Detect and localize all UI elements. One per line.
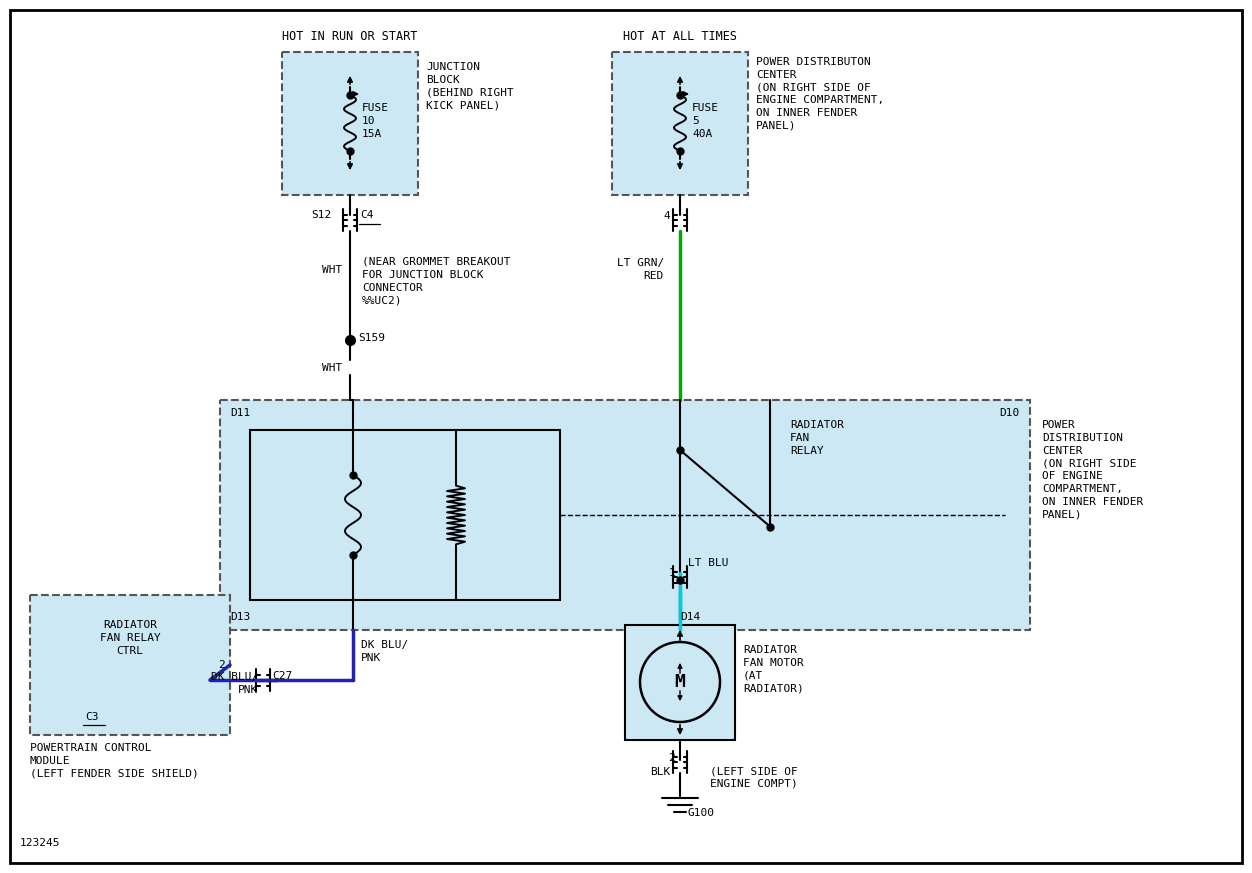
Text: LT GRN/
RED: LT GRN/ RED [617,258,664,281]
Text: DK BLU/
PNK: DK BLU/ PNK [361,640,408,663]
Text: D10: D10 [1000,408,1020,418]
Text: S12: S12 [312,210,332,220]
Text: FUSE
10
15A: FUSE 10 15A [362,103,389,139]
Bar [625,625,735,740]
Bar [282,52,418,195]
Text: 4: 4 [664,211,670,221]
Text: S159: S159 [358,333,386,343]
Text: 1: 1 [669,568,675,578]
Text: 2: 2 [669,753,675,763]
Bar [612,52,747,195]
Text: WHT: WHT [322,363,342,373]
Bar [250,430,560,600]
Text: D11: D11 [230,408,250,418]
Text: HOT AT ALL TIMES: HOT AT ALL TIMES [623,30,737,43]
Text: RADIATOR
FAN
RELAY: RADIATOR FAN RELAY [790,420,844,456]
Text: 123245: 123245 [20,838,60,848]
Text: 2: 2 [218,660,225,670]
Text: LT BLU: LT BLU [689,558,729,568]
Text: JUNCTION
BLOCK
(BEHIND RIGHT
KICK PANEL): JUNCTION BLOCK (BEHIND RIGHT KICK PANEL) [426,62,513,110]
Text: POWER DISTRIBUTON
CENTER
(ON RIGHT SIDE OF
ENGINE COMPARTMENT,
ON INNER FENDER
P: POWER DISTRIBUTON CENTER (ON RIGHT SIDE … [756,57,884,131]
Text: DK BLU/
PNK: DK BLU/ PNK [210,672,258,695]
Bar [220,400,1030,630]
Text: G100: G100 [689,808,715,818]
Text: C4: C4 [361,210,373,220]
Text: C27: C27 [272,671,292,681]
Text: FUSE
5
40A: FUSE 5 40A [692,103,719,139]
Text: (NEAR GROMMET BREAKOUT
FOR JUNCTION BLOCK
CONNECTOR
%%UC2): (NEAR GROMMET BREAKOUT FOR JUNCTION BLOC… [362,257,511,306]
Text: RADIATOR
FAN MOTOR
(AT
RADIATOR): RADIATOR FAN MOTOR (AT RADIATOR) [742,645,804,693]
Text: D13: D13 [230,612,250,622]
Bar [30,595,230,735]
Text: HOT IN RUN OR START: HOT IN RUN OR START [282,30,418,43]
Text: RADIATOR
FAN RELAY
CTRL: RADIATOR FAN RELAY CTRL [100,620,160,656]
Text: D14: D14 [680,612,700,622]
Text: POWERTRAIN CONTROL
MODULE
(LEFT FENDER SIDE SHIELD): POWERTRAIN CONTROL MODULE (LEFT FENDER S… [30,743,199,779]
Text: (LEFT SIDE OF
ENGINE COMPT): (LEFT SIDE OF ENGINE COMPT) [710,766,798,789]
Text: BLK: BLK [650,767,670,777]
Text: WHT: WHT [322,265,342,275]
Text: C3: C3 [85,712,99,722]
Text: M: M [675,673,685,691]
Text: POWER
DISTRIBUTION
CENTER
(ON RIGHT SIDE
OF ENGINE
COMPARTMENT,
ON INNER FENDER
: POWER DISTRIBUTION CENTER (ON RIGHT SIDE… [1042,420,1143,519]
